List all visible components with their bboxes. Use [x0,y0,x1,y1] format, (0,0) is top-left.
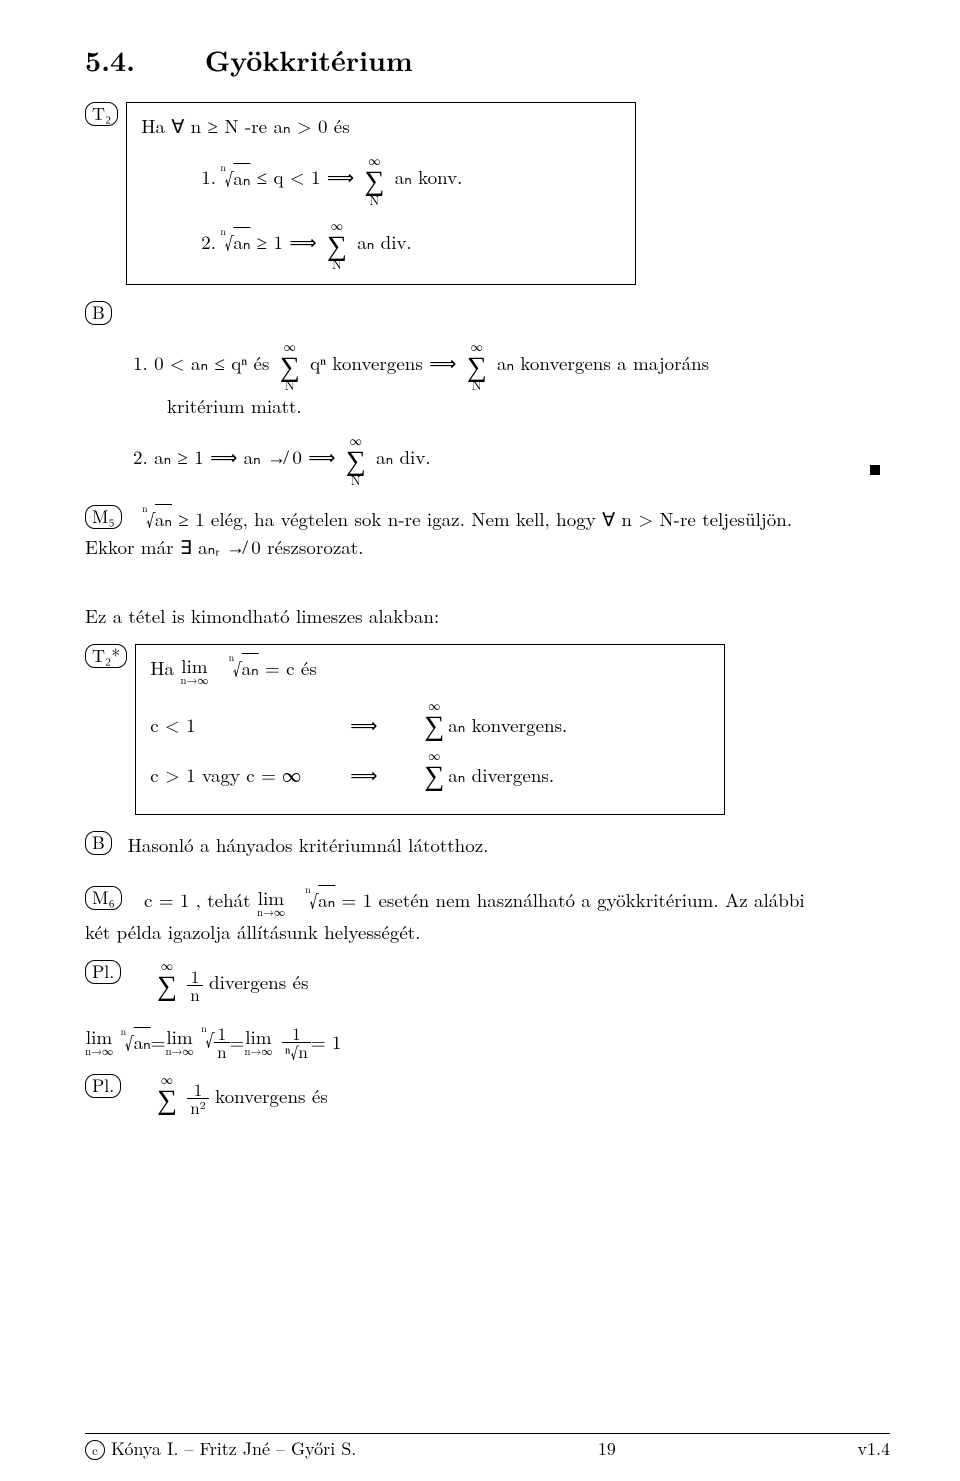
sum-icon: ∞ ∑ [157,960,177,1010]
footer-authors: cKónya I. – Fritz Jné – Győri S. [85,1436,356,1461]
footer-version: v1.4 [857,1436,890,1461]
section-number: 5.4. [85,40,135,80]
copyright-icon: c [85,1440,105,1460]
label-pl1: Pl. [85,960,121,984]
fraction: 1 n [187,968,202,1003]
remark-m5: M₅ n√aₙ ≥ 1 elég, ha végtelen sok n-re i… [85,505,890,534]
sum-icon: ∞ ∑ [424,700,444,750]
example-1-chain: lim n→∞ n√aₙ = lim n→∞ n√1n = lim n→∞ 1 … [85,1024,890,1059]
label-m6: M₆ [85,886,122,910]
remark-m5-b: Ekkor már ∃ aₙᵣ ↛ 0 részsorozat. [85,533,890,562]
proof-b-crit: kritérium miatt. [167,391,890,421]
sum-icon: ∞ ∑ N [327,220,347,270]
root-icon: n√aₙ [222,227,250,257]
sum-icon: ∞ ∑ N [467,341,487,391]
proof-b-row: B [85,301,890,325]
t2s-head: Ha lim n→∞ n√aₙ = c és [150,653,710,686]
t2-line1: 1. n√aₙ ≤ q < 1 ⟹ ∞ ∑ N aₙ konv. [201,155,621,205]
page: 5.4. Gyökkritérium T₂ Ha ∀ n ≥ N -re aₙ … [0,0,960,1481]
lim-intro: Ez a tétel is kimondható limeszes alakba… [85,602,890,631]
t2s-row1: c < 1 ⟹ ∞ ∑ aₙ konvergens. [150,700,710,750]
root-icon: n√aₙ [144,505,172,534]
label-m5: M₅ [85,505,122,529]
root-icon: n√aₙ [123,1027,151,1057]
t2-l1-left: 1. [201,164,222,191]
sum-icon: ∞ ∑ [157,1074,177,1124]
footer-page: 19 [598,1436,616,1461]
root-icon: n√aₙ [231,653,259,683]
label-t2: T₂ [85,102,118,126]
sum-icon: ∞ ∑ N [280,341,300,391]
theorem-t2s-row: T₂* Ha lim n→∞ n√aₙ = c és c < 1 ⟹ ∞ ∑ [85,644,890,815]
theorem-t2-row: T₂ Ha ∀ n ≥ N -re aₙ > 0 és 1. n√aₙ ≤ q … [85,102,890,285]
remark-b2: B Hasonló a hányados kritériumnál látott… [85,831,890,860]
t2-l1-right: konv. [418,164,462,191]
t2-line2: 2. n√aₙ ≥ 1 ⟹ ∞ ∑ N aₙ div. [201,220,621,270]
fraction: 1 ⁿ√n [282,1025,311,1060]
label-t2star: T₂* [85,644,127,668]
label-pl2: Pl. [85,1074,121,1098]
theorem-t2s-box: Ha lim n→∞ n√aₙ = c és c < 1 ⟹ ∞ ∑ [135,644,725,815]
section-heading: 5.4. Gyökkritérium [85,40,890,80]
example-1: Pl. ∞ ∑ 1 n divergens és [85,960,890,1010]
section-title-text: Gyökkritérium [205,40,413,80]
root-icon: n√aₙ [307,886,335,915]
t2-l2-mid: ≥ 1 ⟹ [257,228,323,255]
sum-icon: ∞ ∑ [424,750,444,800]
root-icon: n√aₙ [222,163,250,193]
sum-icon: ∞ ∑ N [364,155,384,205]
page-footer: cKónya I. – Fritz Jné – Győri S. 19 v1.4 [85,1433,890,1461]
remark-m6-b: két példa igazolja állításunk helyességé… [85,918,890,947]
label-b2: B [85,831,112,855]
sum-icon: ∞ ∑ N [346,435,366,485]
t2-l2-right: div. [381,228,412,255]
label-b: B [85,301,112,325]
root-icon: n√1n [203,1024,229,1059]
example-2: Pl. ∞ ∑ 1 n² konvergens és [85,1074,890,1124]
t2s-row2: c > 1 vagy c = ∞ ⟹ ∞ ∑ aₙ divergens. [150,750,710,800]
t2-l1-mid: ≤ q < 1 ⟹ [257,164,361,191]
fraction: 1 n² [187,1081,209,1116]
t2-head: Ha ∀ n ≥ N -re aₙ > 0 és [141,111,621,141]
theorem-t2-box: Ha ∀ n ≥ N -re aₙ > 0 és 1. n√aₙ ≤ q < 1… [126,102,636,285]
proof-b-line1: 1. 0 < aₙ ≤ qⁿ és ∞ ∑ N qⁿ konvergens ⟹ … [133,341,890,391]
remark-m6: M₆ c = 1 , tehát lim n→∞ n√aₙ = 1 esetén… [85,886,890,918]
t2-l2-left: 2. [201,228,222,255]
